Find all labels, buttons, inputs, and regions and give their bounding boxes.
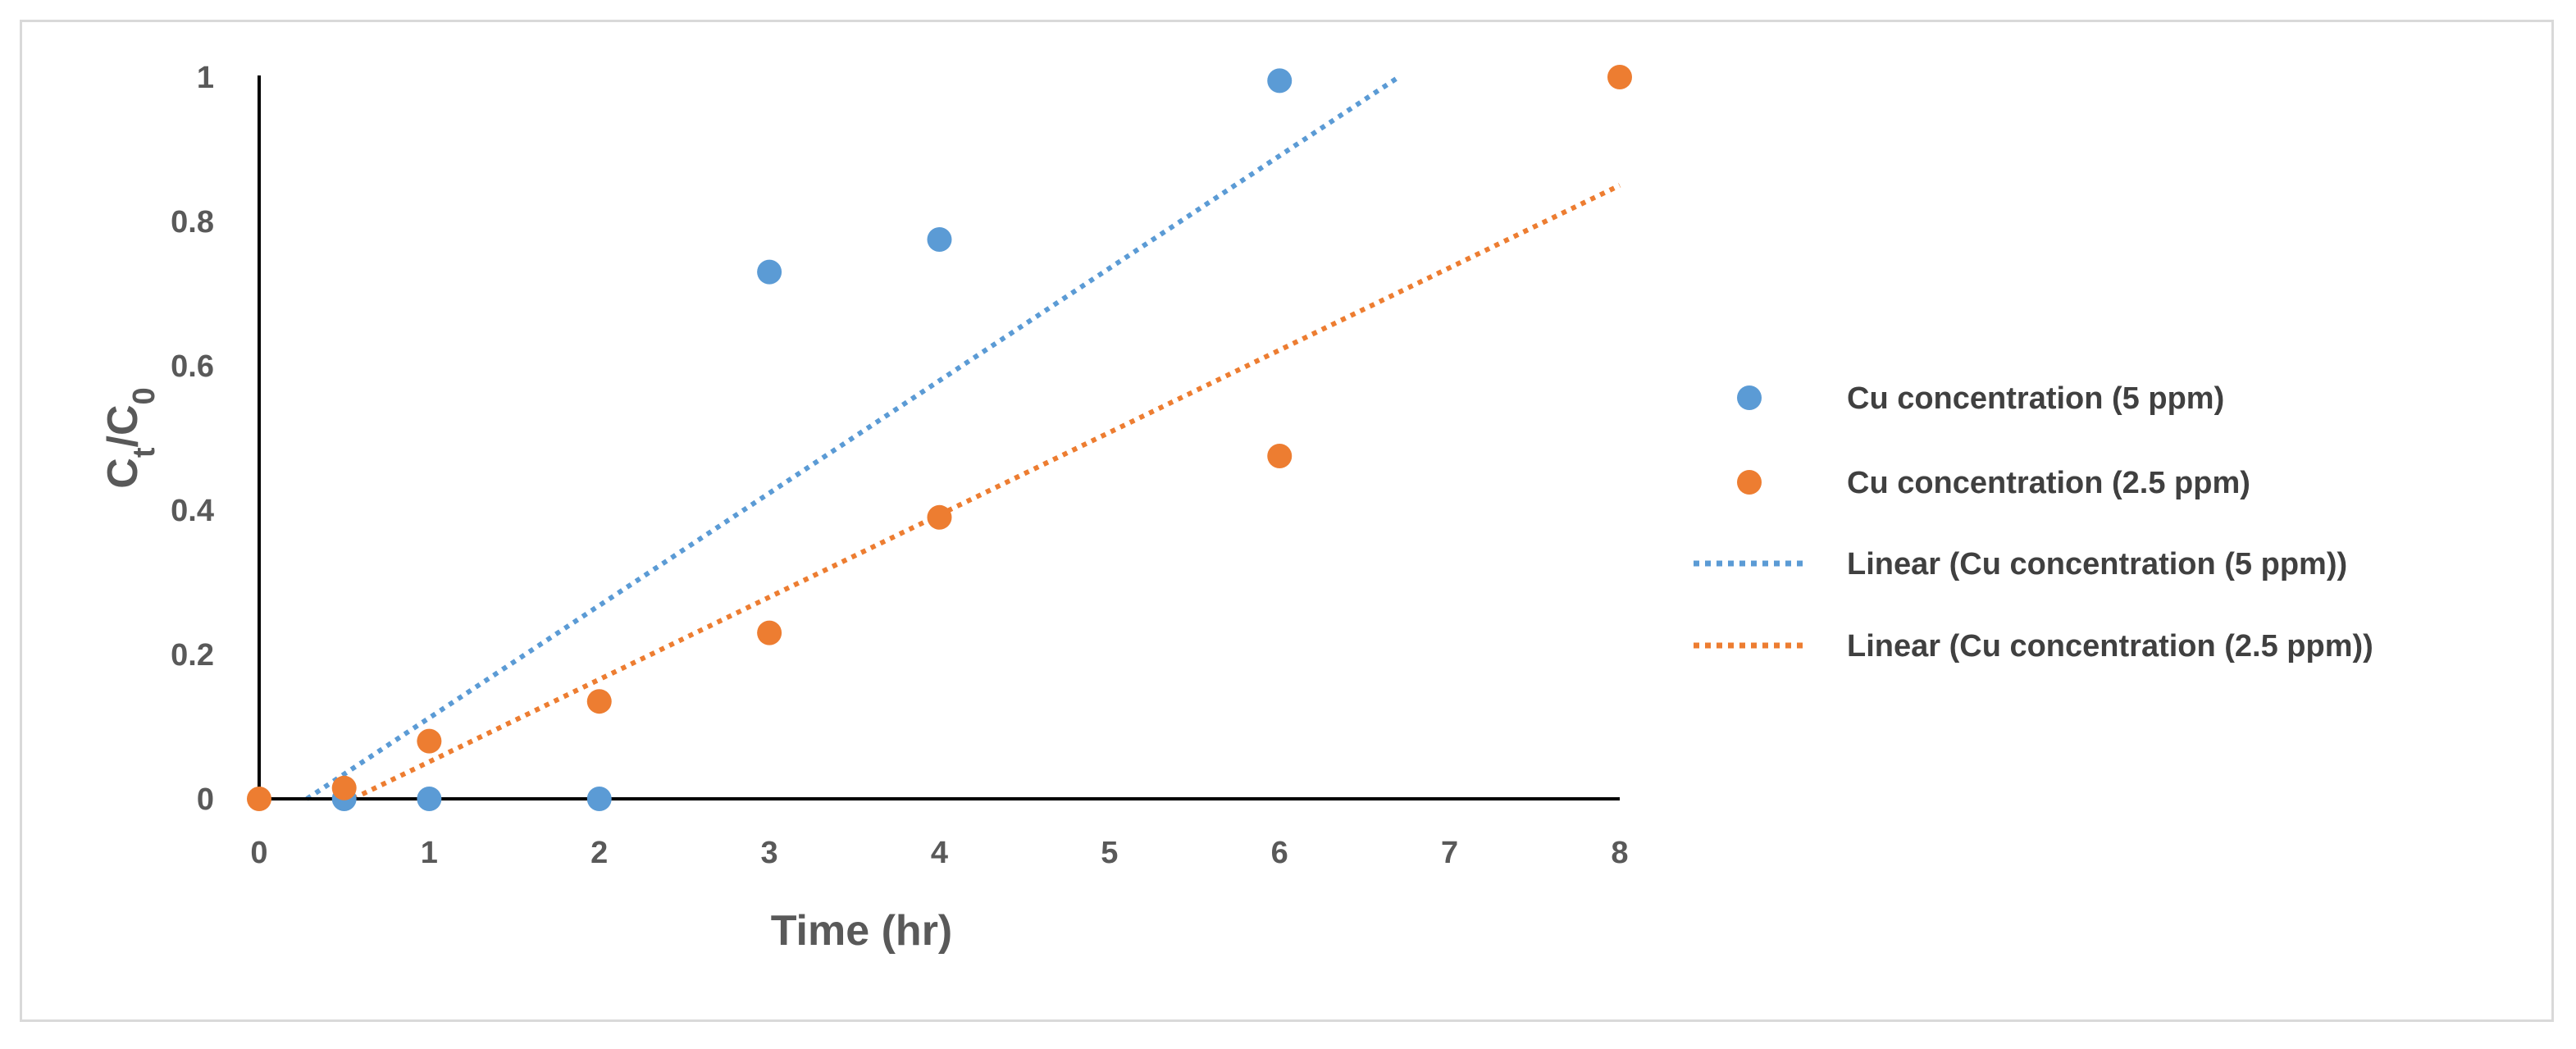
data-point-series-1 (927, 504, 952, 530)
x-tick-label: 0 (250, 836, 267, 870)
trendline-0 (305, 75, 1401, 801)
y-tick-label: 1 (197, 61, 214, 95)
trendline-layer (305, 75, 1621, 801)
data-point-series-0 (1267, 68, 1293, 93)
data-point-series-0 (757, 259, 782, 285)
y-axis-title-sub1: t (127, 447, 162, 458)
legend-entry-linear-2-5ppm: Linear (Cu concentration (2.5 ppm)) (1694, 629, 2373, 664)
x-tick-label: 7 (1441, 836, 1458, 870)
y-tick-label: 0 (197, 782, 214, 817)
y-axis-title-main: C (99, 458, 147, 489)
y-axis-title-sub2: 0 (127, 387, 162, 404)
legend-entry-2-5ppm: Cu concentration (2.5 ppm) (1737, 466, 2250, 500)
y-tick-label: 0.2 (171, 638, 214, 673)
x-tick-label: 6 (1271, 836, 1288, 870)
data-point-series-1 (331, 775, 357, 800)
y-tick-label: 0.8 (171, 205, 214, 239)
data-points (247, 65, 1632, 811)
data-point-series-1 (1267, 444, 1293, 468)
legend-entry-linear-5ppm: Linear (Cu concentration (5 ppm)) (1694, 547, 2347, 582)
y-tick-label: 0.4 (171, 494, 214, 528)
x-tick-label: 8 (1611, 836, 1628, 870)
x-tick-label: 2 (590, 836, 608, 870)
data-point-series-0 (927, 227, 952, 252)
x-tick-label: 1 (421, 836, 438, 870)
data-point-series-1 (247, 787, 271, 811)
data-point-series-0 (417, 787, 442, 811)
legend-label-2-5ppm: Cu concentration (2.5 ppm) (1847, 466, 2250, 500)
x-tick-label: 5 (1101, 836, 1118, 870)
x-tick-labels: 0 1 2 3 4 5 6 7 8 (250, 836, 1628, 870)
y-tick-labels: 0 0.2 0.4 0.6 0.8 1 (171, 61, 214, 817)
data-point-series-1 (1607, 65, 1632, 89)
legend-label-linear-5ppm: Linear (Cu concentration (5 ppm)) (1847, 547, 2347, 582)
x-tick-label: 3 (761, 836, 778, 870)
trendline-1 (351, 183, 1621, 801)
x-axis-title: Time (hr) (771, 907, 953, 955)
legend-label-5ppm: Cu concentration (5 ppm) (1847, 381, 2224, 416)
x-tick-label: 4 (931, 836, 948, 870)
legend: Cu concentration (5 ppm) Cu concentratio… (1694, 381, 2373, 664)
legend-label-linear-2-5ppm: Linear (Cu concentration (2.5 ppm)) (1847, 629, 2373, 664)
legend-marker-2-5ppm (1737, 470, 1762, 495)
data-point-series-0 (586, 787, 612, 811)
data-point-series-1 (586, 689, 612, 714)
y-axis-title: Ct/C0 (99, 387, 162, 488)
legend-entry-5ppm: Cu concentration (5 ppm) (1737, 381, 2224, 416)
data-point-series-1 (417, 728, 442, 754)
data-point-series-1 (757, 620, 782, 645)
y-axis-title-sep: /C (99, 404, 147, 447)
legend-marker-5ppm (1737, 385, 1762, 410)
y-tick-label: 0.6 (171, 349, 214, 384)
axis-layer (258, 75, 1620, 800)
